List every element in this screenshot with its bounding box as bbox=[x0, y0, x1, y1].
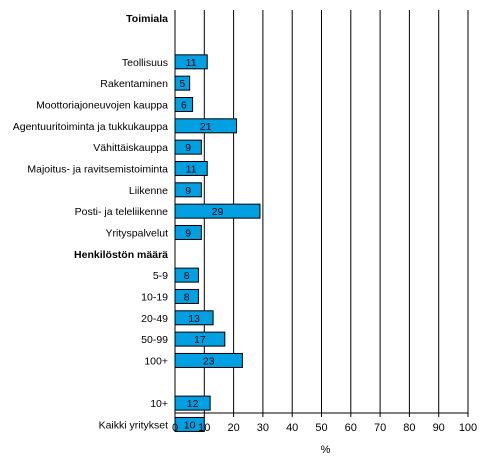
x-tick-label: 60 bbox=[345, 422, 357, 434]
category-label: Majoitus- ja ravitsemistoiminta bbox=[27, 163, 168, 175]
category-label: Posti- ja teleliikenne bbox=[75, 206, 169, 218]
category-label: Liikenne bbox=[129, 185, 168, 197]
x-tick-label: 70 bbox=[374, 422, 386, 434]
category-label: 5-9 bbox=[153, 270, 168, 282]
x-tick-label: 20 bbox=[227, 422, 239, 434]
data-label: 13 bbox=[188, 313, 200, 325]
data-label: 17 bbox=[194, 334, 206, 346]
data-label: 5 bbox=[179, 78, 185, 90]
category-label: 10-19 bbox=[141, 291, 168, 303]
data-label: 12 bbox=[187, 398, 199, 410]
category-labels: Toimiala Teollisuus Rakentaminen Moottoriaj… bbox=[13, 13, 168, 431]
category-label: Moottoriajoneuvojen kauppa bbox=[36, 99, 168, 111]
group-header: Toimiala bbox=[126, 13, 168, 25]
bar bbox=[174, 416, 205, 432]
category-label: 20-49 bbox=[141, 313, 168, 325]
data-label: 21 bbox=[200, 121, 212, 133]
category-label: Agentuuritoiminta ja tukkukauppa bbox=[13, 121, 168, 133]
data-label: 23 bbox=[203, 355, 215, 367]
data-label: 9 bbox=[185, 185, 191, 197]
x-tick-label: 40 bbox=[286, 422, 298, 434]
data-label: 11 bbox=[186, 163, 197, 175]
category-label: Vähittäiskauppa bbox=[93, 142, 168, 154]
group-header: Henkilöstön määrä bbox=[74, 249, 168, 261]
x-axis-title: % bbox=[321, 444, 331, 456]
data-label: 8 bbox=[184, 291, 190, 303]
category-label: Kaikki yritykset bbox=[99, 419, 169, 431]
x-tick-label: 80 bbox=[403, 422, 415, 434]
category-label: Teollisuus bbox=[122, 57, 168, 69]
x-tick-label: 10 bbox=[198, 422, 210, 434]
category-label: 10+ bbox=[150, 398, 168, 410]
x-axis: 0 10 20 30 40 50 60 70 80 90 100 bbox=[172, 10, 477, 434]
data-label: 9 bbox=[185, 142, 191, 154]
data-label: 8 bbox=[184, 270, 190, 282]
x-tick-label: 30 bbox=[257, 422, 269, 434]
x-tick-label: 50 bbox=[315, 422, 327, 434]
x-tick-label: 100 bbox=[459, 422, 477, 434]
category-label: 100+ bbox=[144, 355, 168, 367]
category-label: 50-99 bbox=[141, 334, 168, 346]
data-label: 29 bbox=[212, 206, 224, 218]
gridlines bbox=[203, 10, 469, 413]
category-label: Rakentaminen bbox=[100, 78, 168, 90]
x-tick-label: 0 bbox=[172, 422, 178, 434]
category-label: Yrityspalvelut bbox=[106, 227, 169, 239]
data-label: 10 bbox=[184, 419, 196, 431]
x-tick-label: 90 bbox=[433, 422, 445, 434]
data-label: 9 bbox=[185, 227, 191, 239]
data-label: 6 bbox=[181, 99, 187, 111]
data-label: 11 bbox=[186, 57, 197, 69]
